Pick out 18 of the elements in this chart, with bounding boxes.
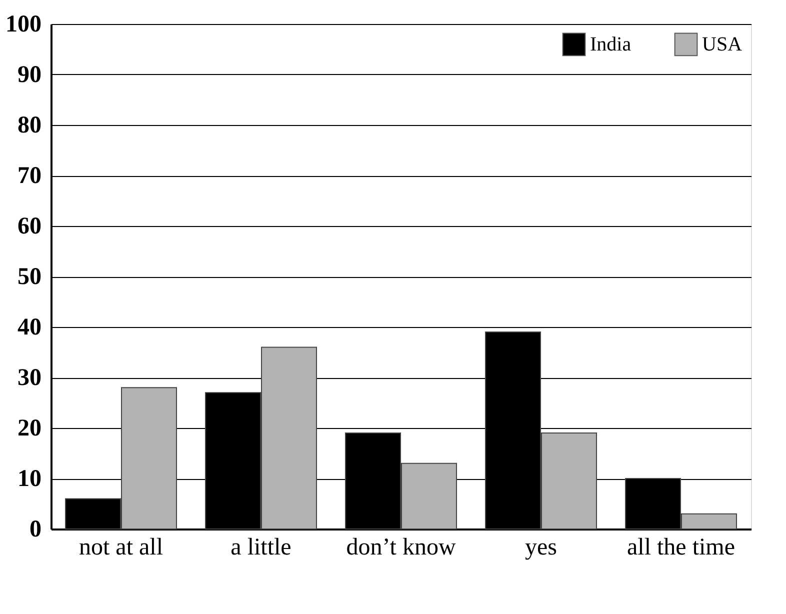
legend-label: USA	[702, 33, 743, 56]
x-tick-label: don’t know	[346, 534, 456, 560]
y-tick-label: 40	[18, 314, 42, 340]
y-tick-label: 80	[18, 112, 42, 138]
y-tick-label: 50	[18, 264, 42, 290]
x-tick-label: yes	[525, 534, 557, 560]
y-tick-label: 100	[6, 12, 42, 38]
x-tick-label: a little	[230, 534, 292, 560]
y-tick-label: 90	[18, 62, 42, 88]
y-tick-label: 10	[18, 466, 42, 492]
x-tick-label: not at all	[79, 534, 164, 560]
y-tick-label: 70	[18, 163, 42, 189]
legend-label: India	[590, 33, 632, 56]
y-tick-label: 20	[18, 416, 42, 442]
y-tick-label: 60	[18, 214, 42, 240]
y-tick-label: 0	[30, 516, 42, 542]
x-tick-label: all the time	[627, 534, 735, 560]
y-tick-label: 30	[18, 365, 42, 391]
